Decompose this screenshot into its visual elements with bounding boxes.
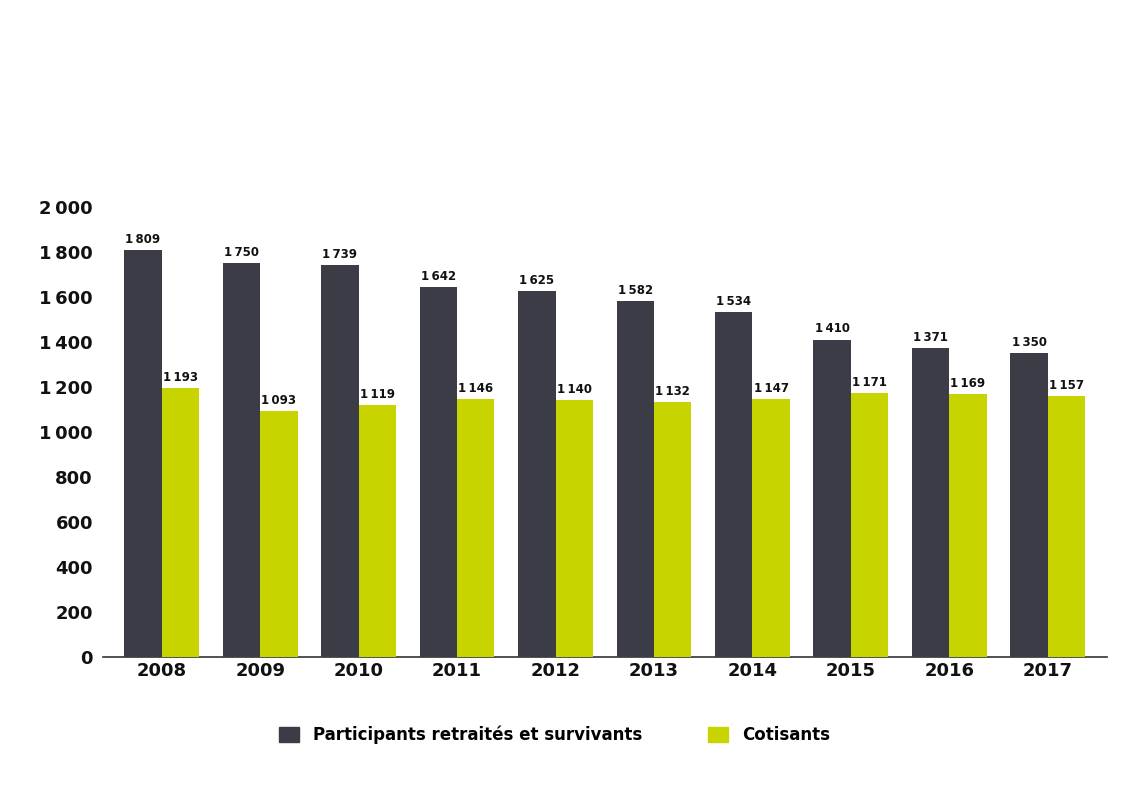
Bar: [222, 263, 260, 657]
Text: 1 169: 1 169: [950, 376, 986, 390]
Bar: [616, 301, 654, 657]
Bar: [851, 393, 888, 657]
Bar: [752, 399, 790, 657]
Bar: [260, 411, 298, 657]
Bar: [949, 394, 987, 657]
Text: 1 132: 1 132: [655, 385, 690, 398]
Legend: Participants retraités et survivants, Cotisants: Participants retraités et survivants, Co…: [270, 717, 839, 752]
Text: 1 140: 1 140: [557, 383, 592, 396]
Text: 1 625: 1 625: [519, 274, 555, 287]
Bar: [458, 399, 494, 657]
Bar: [1047, 396, 1085, 657]
Bar: [420, 288, 458, 657]
Text: 1 193: 1 193: [163, 372, 197, 384]
Bar: [518, 291, 556, 657]
Text: 1 146: 1 146: [459, 382, 493, 395]
Text: 1 371: 1 371: [913, 332, 948, 344]
Bar: [912, 348, 949, 657]
Text: 1 093: 1 093: [261, 394, 297, 407]
Text: 1 809: 1 809: [126, 232, 161, 246]
Bar: [162, 388, 200, 657]
Text: 1 534: 1 534: [717, 295, 751, 308]
Bar: [654, 402, 691, 657]
Text: 1 582: 1 582: [617, 284, 653, 296]
Text: 1 147: 1 147: [753, 381, 788, 395]
Bar: [322, 265, 358, 657]
Text: 1 739: 1 739: [323, 248, 357, 261]
Bar: [124, 250, 162, 657]
Bar: [358, 405, 396, 657]
Text: 1 119: 1 119: [359, 388, 395, 401]
Bar: [715, 312, 752, 657]
Text: 1 750: 1 750: [224, 246, 259, 259]
Bar: [556, 400, 593, 657]
Text: 1 642: 1 642: [421, 270, 456, 284]
Text: 1 350: 1 350: [1012, 336, 1046, 349]
Text: 1 171: 1 171: [852, 376, 887, 389]
Text: 1 157: 1 157: [1049, 380, 1084, 392]
Bar: [814, 340, 851, 657]
Bar: [1010, 353, 1047, 657]
Text: 1 410: 1 410: [815, 323, 850, 336]
